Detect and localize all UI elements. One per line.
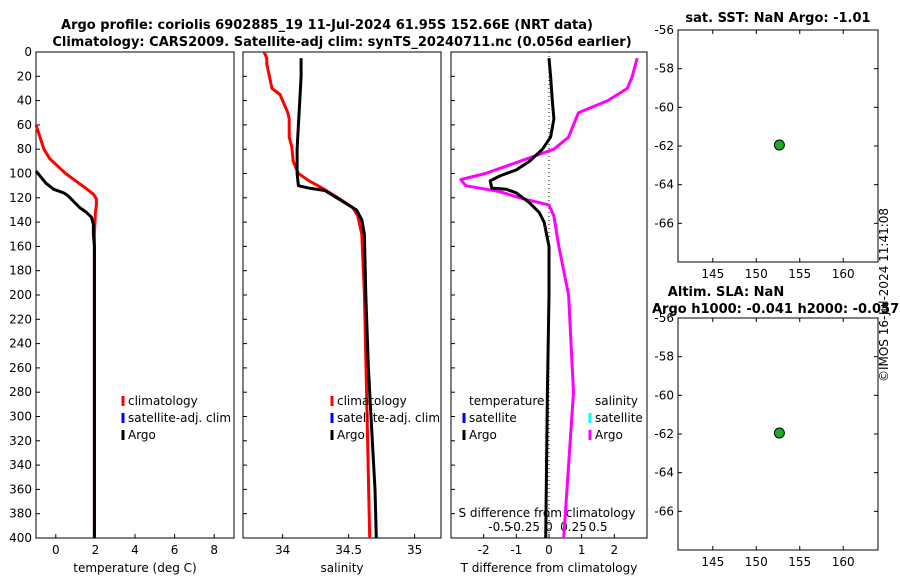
sla-map-title: Altim. SLA: NaN <box>668 285 784 300</box>
sla-map-xtick-label: 160 <box>832 555 855 569</box>
temperature-panel-ytick-label: 300 <box>9 410 32 424</box>
temperature-panel-ytick-label: 60 <box>17 118 32 132</box>
imos-credit: ©IMOS 16-Jul-2024 11:41:08 <box>877 208 891 382</box>
temperature-panel-ytick-label: 180 <box>9 264 32 278</box>
temperature-panel-ytick-label: 320 <box>9 434 32 448</box>
temperature-panel-ytick-label: 140 <box>9 215 32 229</box>
salinity-panel-legend-climatology-label: climatology <box>337 394 407 408</box>
sst-map-xtick-label: 145 <box>701 267 724 281</box>
temperature-panel-ytick-label: 360 <box>9 482 32 496</box>
difference-panel-x2tick-label: 0 <box>545 520 553 534</box>
temperature-panel-ytick-label: 220 <box>9 312 32 326</box>
sla-map-xtick-label: 150 <box>745 555 768 569</box>
sla-map-ytick-label: -66 <box>654 504 674 518</box>
temperature-panel-xtick-label: 8 <box>210 543 218 557</box>
temperature-panel-ytick-label: 200 <box>9 288 32 302</box>
difference-panel-legend-s-satellite-label: satellite <box>595 411 643 425</box>
difference-panel-x2tick-label: 0.25 <box>560 520 587 534</box>
sst-map-ytick-label: -60 <box>654 100 674 114</box>
temperature-panel-ytick-label: 380 <box>9 507 32 521</box>
sst-map-xtick-label: 160 <box>832 267 855 281</box>
difference-panel-legend-temperature-title: temperature <box>469 394 544 408</box>
plot-area: 0204060801001201401601802002202402602803… <box>9 11 899 575</box>
sla-map-ytick-label: -62 <box>654 427 674 441</box>
sst-map-ytick-label: -62 <box>654 139 674 153</box>
temperature-panel-ytick-label: 100 <box>9 167 32 181</box>
temperature-panel-ytick-label: 120 <box>9 191 32 205</box>
salinity-panel-series-argo <box>295 58 378 539</box>
temperature-panel-ytick-label: 0 <box>24 45 32 59</box>
difference-panel-x2tick-label: -0.25 <box>509 520 540 534</box>
temperature-panel-ytick-label: 280 <box>9 385 32 399</box>
difference-panel-series-temperature-argo <box>488 57 556 539</box>
difference-panel-xtick-label: 0 <box>545 543 553 557</box>
temperature-panel-series-argo <box>34 170 96 538</box>
temperature-panel-xtick-label: 4 <box>131 543 139 557</box>
temperature-panel-ytick-label: 260 <box>9 361 32 375</box>
sla-map-ytick-label: -56 <box>654 311 674 325</box>
difference-panel-legend-t-argo-label: Argo <box>469 428 497 442</box>
salinity-panel-frame <box>242 51 442 539</box>
difference-panel-xlabel: T difference from climatology <box>460 561 638 575</box>
figure-title-line2: Climatology: CARS2009. Satellite-adj cli… <box>52 35 631 50</box>
temperature-panel-ytick-label: 160 <box>9 239 32 253</box>
sst-map-ytick-label: -66 <box>654 216 674 230</box>
difference-panel-xtick-label: -2 <box>478 543 490 557</box>
difference-panel-series-salinity-argo <box>459 57 639 539</box>
temperature-panel-ytick-label: 340 <box>9 458 32 472</box>
sst-map-ytick-label: -64 <box>654 178 674 192</box>
sst-map-ytick-label: -58 <box>654 62 674 76</box>
temperature-panel-legend-argo-label: Argo <box>128 428 156 442</box>
sst-map-title: sat. SST: NaN Argo: -1.01 <box>685 11 870 26</box>
temperature-panel-xtick-label: 2 <box>92 543 100 557</box>
sst-map-ytick-label: -56 <box>654 23 674 37</box>
temperature-panel-ytick-label: 240 <box>9 337 32 351</box>
sla-map-subtitle: Argo h1000: -0.041 h2000: -0.057 <box>652 302 899 317</box>
sst-map-argo-position-0 <box>773 139 785 151</box>
salinity-panel-xlabel: salinity <box>320 561 363 575</box>
temperature-panel-ytick-label: 400 <box>9 531 32 545</box>
salinity-panel-xtick-label: 34 <box>275 543 290 557</box>
salinity-panel-xtick-label: 35 <box>407 543 422 557</box>
temperature-panel-ytick-label: 80 <box>17 142 32 156</box>
difference-panel-x2tick-label: -0.5 <box>488 520 511 534</box>
sla-map-argo-position-0 <box>773 427 785 439</box>
difference-panel-xtick-label: 1 <box>578 543 586 557</box>
difference-panel-xtick-label: -1 <box>510 543 522 557</box>
difference-panel-x2tick-label: 0.5 <box>588 520 607 534</box>
temperature-panel-legend-satellite-label: satellite-adj. clim <box>128 411 231 425</box>
temperature-panel-xtick-label: 0 <box>52 543 60 557</box>
sla-map-xtick-label: 145 <box>701 555 724 569</box>
temperature-panel-frame <box>35 51 235 539</box>
difference-panel-legend-s-argo-label: Argo <box>595 428 623 442</box>
sst-map-xtick-label: 155 <box>788 267 811 281</box>
sla-map-ytick-label: -64 <box>654 466 674 480</box>
temperature-panel-ytick-label: 40 <box>17 94 32 108</box>
sla-map-xtick-label: 155 <box>788 555 811 569</box>
sla-map-ytick-label: -60 <box>654 388 674 402</box>
temperature-panel-xtick-label: 6 <box>171 543 179 557</box>
temperature-panel-legend-climatology-label: climatology <box>128 394 198 408</box>
sst-map-xtick-label: 150 <box>745 267 768 281</box>
difference-panel-xtick-label: 2 <box>611 543 619 557</box>
temperature-panel-xlabel: temperature (deg C) <box>73 561 196 575</box>
sla-map-ytick-label: -58 <box>654 350 674 364</box>
figure-title-line1: Argo profile: coriolis 6902885_19 11-Jul… <box>61 18 593 33</box>
temperature-panel-ytick-label: 20 <box>17 69 32 83</box>
temperature-panel-series-climatology <box>34 124 98 538</box>
salinity-panel-legend-satellite-label: satellite-adj. clim <box>337 411 440 425</box>
salinity-panel-xtick-label: 34.5 <box>335 543 362 557</box>
difference-panel-legend-salinity-title: salinity <box>595 394 638 408</box>
salinity-panel-legend-argo-label: Argo <box>337 428 365 442</box>
salinity-panel-series-climatology <box>262 51 372 539</box>
difference-panel-legend-t-satellite-label: satellite <box>469 411 517 425</box>
